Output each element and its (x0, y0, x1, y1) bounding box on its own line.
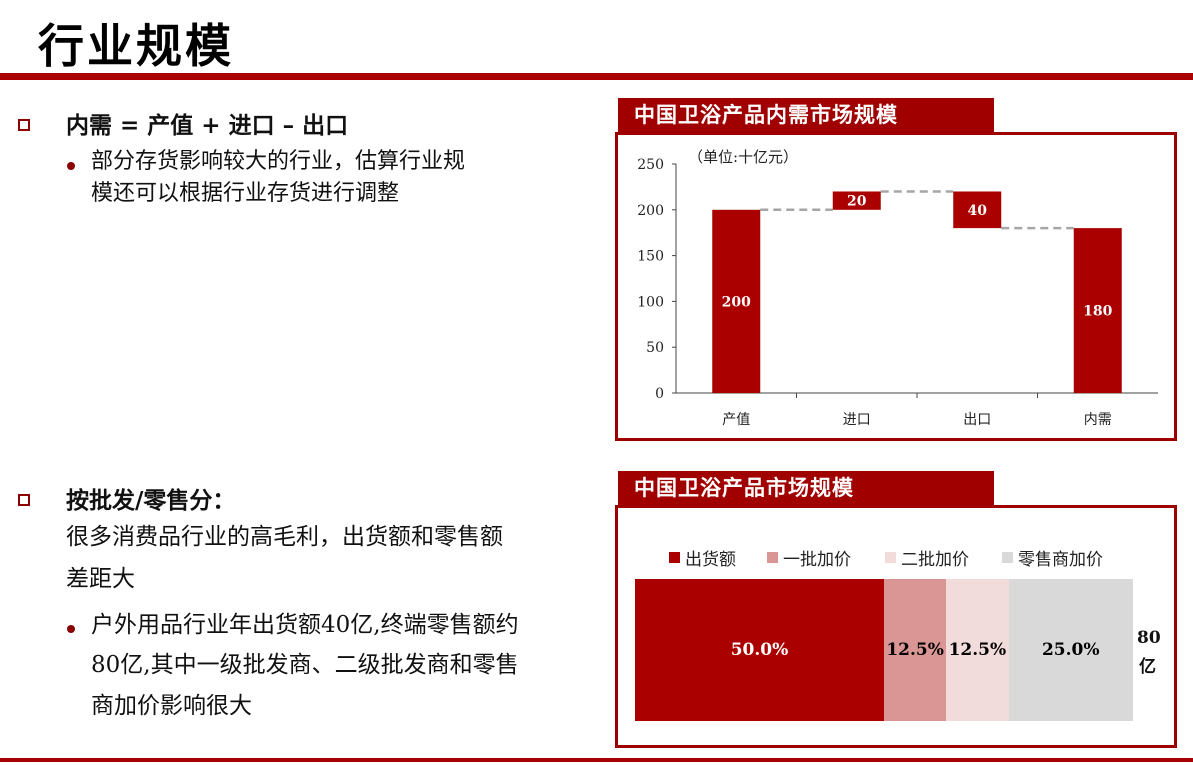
total-label-unit: 亿 (1139, 657, 1156, 677)
legend-label: 出货额 (685, 550, 736, 570)
bar-segment: 12.5% (884, 579, 947, 721)
legend-label: 一批加价 (783, 550, 851, 570)
segment-value-label: 25.0% (1041, 640, 1100, 660)
chart2-panel-title: 中国卫浴产品市场规模 (618, 471, 994, 505)
waterfall-chart: （单位:十亿元） 0 50 100 150 200 250 产值 进口 出口 内需 200 20 40 1… (637, 148, 1158, 428)
square-bullet-icon (18, 494, 30, 506)
bar-segment: 25.0% (1008, 579, 1133, 721)
legend-label: 零售商加价 (1018, 550, 1103, 570)
legend-item: 出货额 (669, 545, 736, 570)
section1-bullet-line2: 模还可以根据行业存货进行调整 (91, 181, 400, 206)
section2-intro-line1: 很多消费品行业的高毛利，出货额和零售额 (66, 524, 503, 550)
section2-intro-line2: 差距大 (66, 566, 135, 592)
section2-bullet-line3: 商加价影响很大 (91, 693, 252, 719)
bar (712, 209, 761, 393)
square-bullet-icon (18, 119, 30, 131)
footer-divider (0, 758, 1193, 762)
legend-swatch (1002, 552, 1013, 563)
y-tick-label: 100 (637, 294, 664, 310)
legend-item: 二批加价 (885, 545, 969, 570)
section1-heading: 内需 = 产值 + 进口 – 出口 (66, 112, 349, 139)
chart-unit-label: （单位:十亿元） (688, 148, 798, 166)
segment-value-label: 12.5% (948, 640, 1007, 660)
section2-bullet-line1: 户外用品行业年出货额40亿,终端零售额约 (91, 612, 519, 638)
x-tick-label: 出口 (963, 412, 991, 428)
section2-bullet-line2: 80亿,其中一级批发商、二级批发商和零售 (91, 652, 519, 678)
bar-segment: 50.0% (635, 579, 884, 721)
bar-value-label: 20 (847, 194, 867, 210)
y-tick-label: 150 (637, 249, 664, 265)
y-tick-label: 0 (655, 386, 664, 402)
dot-bullet-icon (67, 625, 75, 633)
bar (953, 191, 1002, 229)
legend-label: 二批加价 (901, 550, 969, 570)
bar (832, 191, 881, 210)
bar-value-label: 180 (1083, 304, 1112, 320)
y-tick-label: 250 (637, 157, 664, 173)
total-label-value: 80 (1137, 628, 1161, 648)
section2-heading: 按批发/零售分： (66, 487, 236, 514)
x-tick-label: 产值 (722, 412, 750, 428)
chart1-panel-title: 中国卫浴产品内需市场规模 (618, 98, 994, 132)
segment-value-label: 12.5% (886, 640, 944, 660)
x-tick-label: 进口 (843, 412, 871, 428)
legend-swatch (885, 552, 896, 563)
title-divider (0, 73, 1193, 80)
page-title: 行业规模 (38, 19, 234, 73)
legend-swatch (669, 552, 680, 563)
legend-item: 零售商加价 (1002, 545, 1103, 570)
legend-item: 一批加价 (767, 545, 851, 570)
y-tick-label: 50 (646, 340, 664, 356)
segment-value-label: 50.0% (730, 640, 789, 660)
dot-bullet-icon (67, 162, 75, 170)
bar-value-label: 200 (722, 294, 751, 310)
bar (1073, 228, 1122, 393)
legend-swatch (767, 552, 778, 563)
bar-value-label: 40 (968, 203, 988, 219)
bar-segment: 12.5% (946, 579, 1009, 721)
y-tick-label: 200 (637, 203, 664, 219)
x-tick-label: 内需 (1084, 412, 1112, 428)
section1-bullet-line1: 部分存货影响较大的行业，估算行业规 (91, 149, 466, 174)
